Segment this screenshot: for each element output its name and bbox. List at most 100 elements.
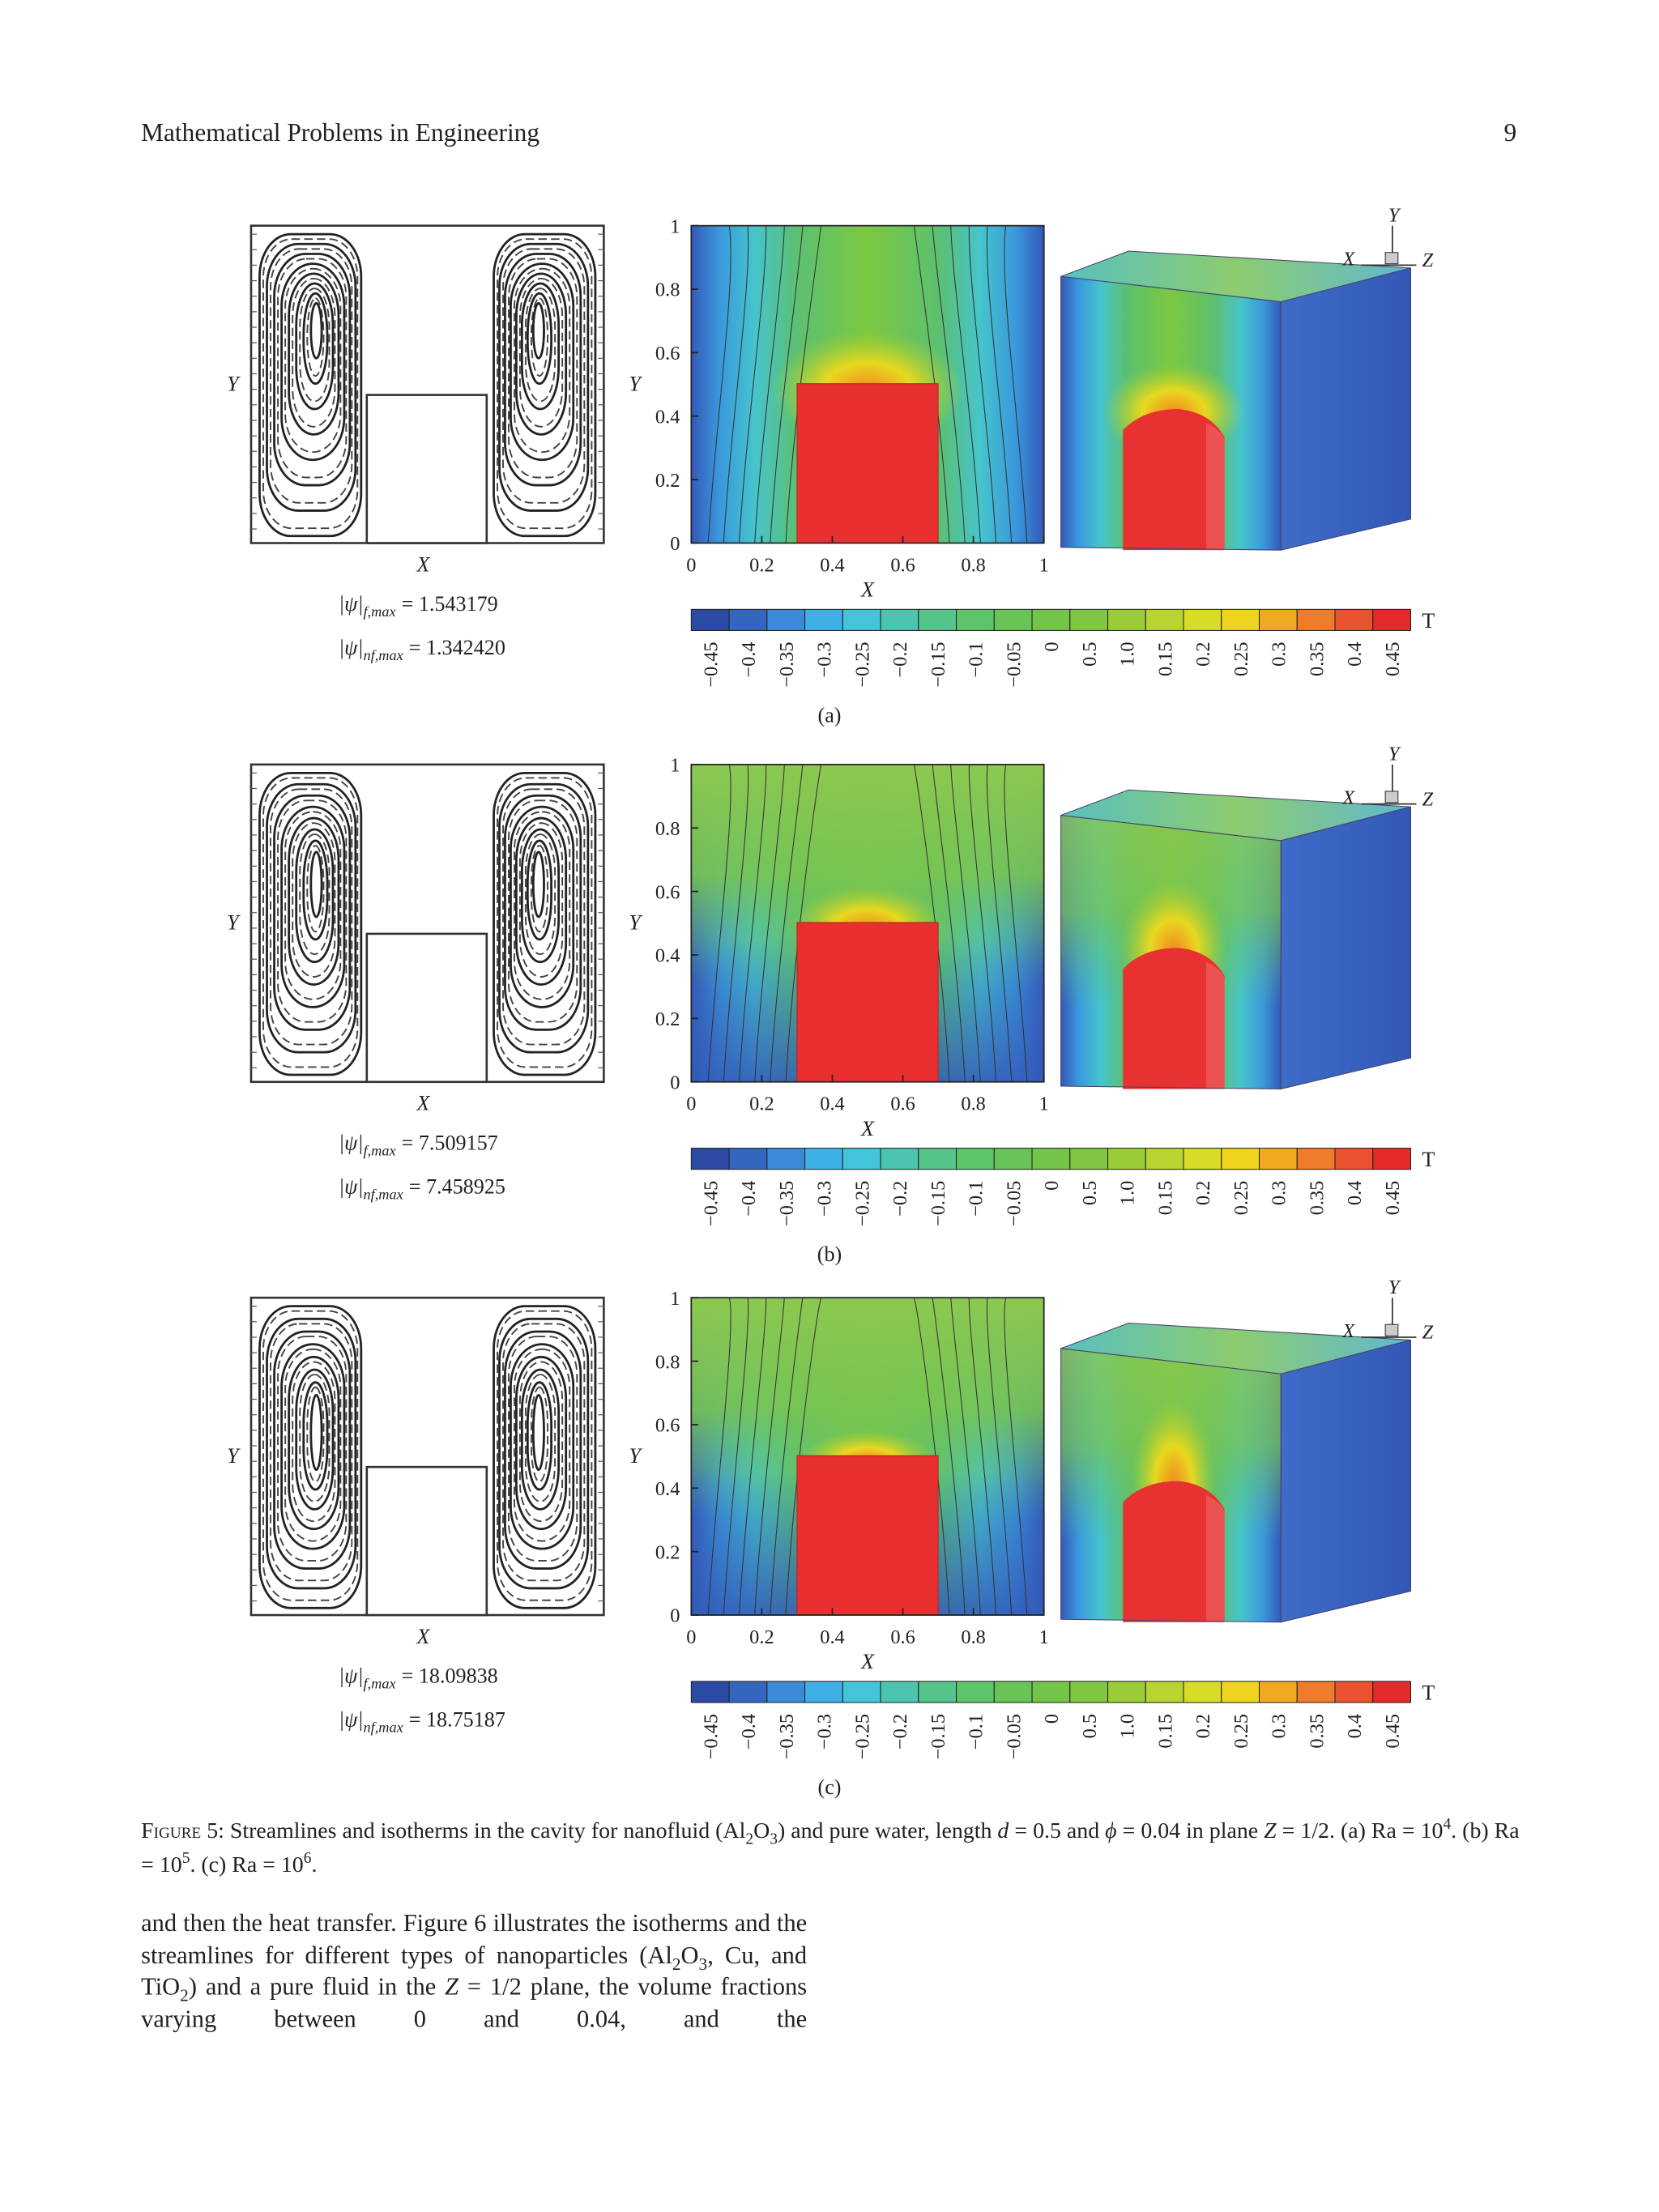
colorbar-swatch — [1296, 1148, 1336, 1170]
colorbar-swatch — [1183, 1148, 1222, 1170]
streamline — [302, 839, 329, 941]
colorbar-swatch — [1334, 1681, 1374, 1703]
streamline-dashed — [518, 277, 564, 428]
x-tick-label: 0.2 — [749, 1626, 774, 1648]
psi-subscript: nf,max — [364, 647, 403, 663]
x-tick-label: 0.4 — [820, 554, 844, 576]
triad-box — [1384, 252, 1399, 265]
streamline-dashed — [284, 1348, 342, 1542]
isotherm — [723, 1298, 749, 1616]
triad-label: X — [1341, 1320, 1355, 1342]
streamline — [266, 242, 357, 512]
colorbar-swatch — [1145, 1681, 1184, 1703]
streamline-dashed — [299, 288, 331, 403]
x-tick-label: 1 — [1039, 1093, 1049, 1115]
colorbar-label: 0.25 — [1230, 1181, 1252, 1216]
colorbar-swatch — [690, 1681, 730, 1703]
text-run: = 0.04 in plane — [1116, 1819, 1265, 1844]
psi-value: = 7.458925 — [409, 1174, 505, 1198]
cube-block-side — [1205, 1494, 1225, 1622]
colorbar-label: 0.5 — [1079, 1714, 1101, 1738]
triad-label: X — [1341, 248, 1355, 270]
colorbar-swatch — [1258, 608, 1298, 631]
psi-max: |ψ|f,max = 7.509157 — [339, 1131, 498, 1158]
isotherm — [707, 1298, 731, 1616]
text-run: 2 — [180, 1985, 189, 2005]
isotherm — [754, 225, 785, 543]
isotherm — [770, 225, 804, 543]
colorbar-label: 0.15 — [1154, 641, 1176, 676]
isotherm — [707, 764, 731, 1082]
y-tick-label: 0.2 — [655, 1541, 680, 1563]
triad-label: Y — [1388, 204, 1401, 226]
streamline-dashed — [277, 1336, 348, 1562]
obstacle — [365, 1465, 488, 1617]
colorbar-label: −0.05 — [1003, 641, 1025, 687]
isotherm — [950, 225, 981, 543]
colorbar-label: 0.4 — [1344, 641, 1366, 666]
colorbar-swatch — [728, 1681, 768, 1703]
y-tick-label: 1 — [670, 1288, 680, 1310]
streamline-dashed — [497, 1310, 593, 1601]
isotherm — [950, 764, 981, 1082]
text-run: ϕ — [1105, 1819, 1117, 1844]
cube-block-side — [1205, 961, 1225, 1089]
streamline — [498, 242, 590, 512]
isotherm — [986, 764, 1013, 1082]
streamline-dashed — [270, 248, 353, 504]
text-run: Z — [1264, 1819, 1277, 1844]
colorbar-swatch — [880, 608, 919, 631]
panel-label: (c) — [818, 1775, 842, 1799]
text-run: 2 — [672, 1954, 681, 1974]
isotherm — [785, 225, 822, 543]
streamline-dashed — [284, 811, 342, 1000]
colorbar-swatch — [1334, 608, 1374, 631]
streamline-dashed — [513, 267, 571, 454]
streamline — [295, 1368, 335, 1511]
psi-value: = 7.509157 — [402, 1131, 498, 1154]
text-run: and then the heat transfer. Figure 6 ill… — [141, 1908, 808, 1969]
streamline — [526, 839, 552, 941]
isotherm — [913, 225, 950, 543]
isotherm — [707, 225, 731, 543]
axis-label: Y — [227, 911, 241, 935]
streamline — [280, 262, 346, 462]
page-number: 9 — [1503, 118, 1517, 147]
y-tick-label: 0 — [670, 533, 680, 555]
colorbar-label: −0.25 — [851, 641, 873, 687]
axis-label: Y — [629, 372, 642, 395]
x-tick-label: 0.4 — [820, 1626, 844, 1648]
figure: Rayleigh number (Ra = 104, 105, and 106)… — [227, 204, 1435, 1799]
streamline-dashed — [497, 238, 593, 530]
streamline — [273, 1330, 352, 1570]
colorbar-label: −0.05 — [1003, 1181, 1025, 1226]
colorbar-swatch — [842, 1148, 881, 1170]
streamline — [266, 1317, 357, 1590]
colorbar-label: 0 — [1041, 641, 1063, 651]
colorbar-swatch — [880, 1681, 919, 1703]
axis-label: X — [860, 1650, 875, 1673]
colorbar-label: 1.0 — [1117, 641, 1139, 666]
colorbar-label: −0.1 — [966, 1181, 987, 1217]
psi-max: |ψ|nf,max = 1.342420 — [339, 636, 505, 663]
streamline — [266, 782, 357, 1054]
colorbar-label: 0.2 — [1192, 1181, 1214, 1205]
colorbar-label: 0.3 — [1269, 1714, 1290, 1738]
x-tick-label: 0.6 — [890, 1626, 915, 1648]
colorbar-swatch — [918, 1681, 957, 1703]
streamline — [288, 816, 340, 986]
figure-caption: Figure 5: Streamlines and isotherms in t… — [141, 1815, 1519, 1883]
x-tick-label: 0 — [686, 554, 696, 576]
text-run: 4 — [1443, 1816, 1452, 1834]
streamline — [531, 850, 545, 918]
streamline-dashed — [262, 777, 359, 1068]
streamline-dashed — [502, 1323, 586, 1582]
streamline-dashed — [277, 799, 348, 1023]
colorbar-label: 1.0 — [1117, 1181, 1139, 1205]
y-tick-label: 0.6 — [655, 1415, 680, 1437]
streamline — [526, 1381, 552, 1491]
cube-right — [1280, 267, 1412, 551]
streamline-dashed — [508, 1336, 578, 1562]
streamline-dashed — [277, 258, 348, 479]
